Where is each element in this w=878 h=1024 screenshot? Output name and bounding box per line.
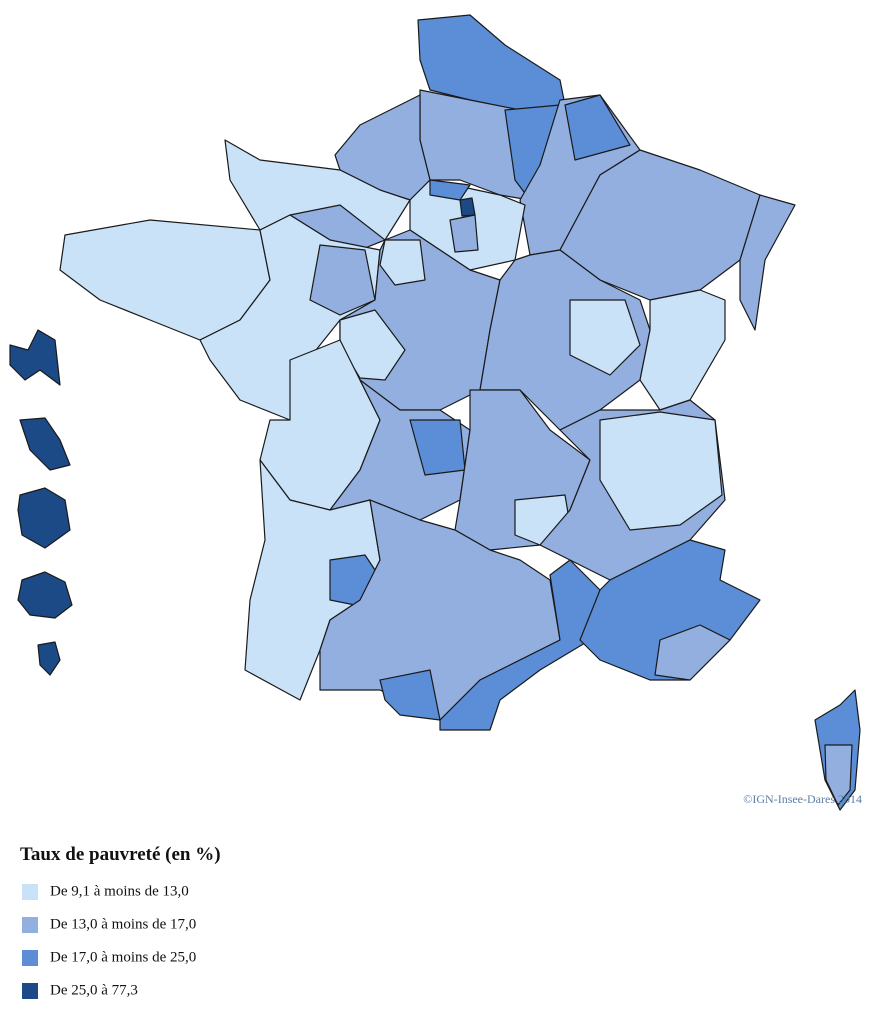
credit: ©IGN-Insee-Dares 2014 [743,792,862,806]
region [379,239,426,286]
region [9,329,61,386]
region [17,571,73,619]
region [739,194,796,331]
region [479,249,651,431]
region [654,624,731,681]
region [309,244,376,316]
regions [9,14,861,811]
legend-title: Taux de pauvreté (en %) [20,844,221,865]
region [449,214,479,253]
legend: De 9,1 à moins de 13,0 De 13,0 à moins de… [22,883,196,999]
region [19,417,71,471]
region [569,299,641,376]
region [564,94,631,161]
legend-label: De 25,0 à 77,3 [50,982,138,998]
legend-label: De 17,0 à moins de 25,0 [50,949,196,965]
region [17,487,71,549]
region [379,669,441,721]
region [599,411,723,531]
legend-label: De 13,0 à moins de 17,0 [50,916,196,932]
legend-label: De 9,1 à moins de 13,0 [50,883,189,899]
region [459,197,476,217]
region [37,641,61,676]
legend-swatch [22,983,38,999]
legend-swatch [22,884,38,900]
legend-swatch [22,950,38,966]
legend-swatch [22,917,38,933]
region [824,744,853,806]
region [639,289,726,411]
